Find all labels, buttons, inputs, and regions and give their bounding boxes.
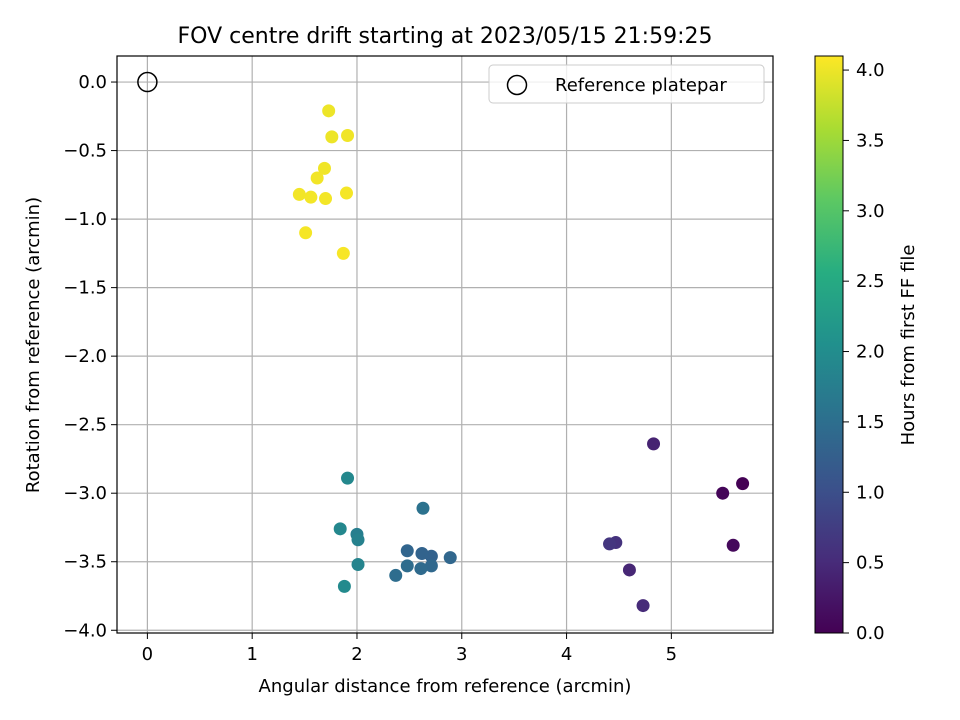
x-tick-label: 0 xyxy=(142,644,153,665)
y-axis-label: Rotation from reference (arcmin) xyxy=(23,197,44,493)
plot-frame xyxy=(116,55,774,634)
chart-title: FOV centre drift starting at 2023/05/15 … xyxy=(178,24,713,49)
y-tick-label: −1.5 xyxy=(63,278,107,299)
data-point xyxy=(322,104,336,118)
x-tick-label: 3 xyxy=(456,644,467,665)
data-point xyxy=(726,538,740,552)
legend: Reference platepar xyxy=(488,64,765,104)
y-tick-label: −2.0 xyxy=(63,346,107,367)
data-point xyxy=(299,226,313,240)
data-point xyxy=(341,128,355,142)
colorbar-tick-label: 4.0 xyxy=(856,60,885,81)
data-point xyxy=(414,562,428,576)
colorbar-tick-label: 1.0 xyxy=(856,482,885,503)
colorbar-tick-label: 0.0 xyxy=(856,623,885,644)
data-point xyxy=(603,537,617,551)
data-point xyxy=(636,599,650,613)
data-point xyxy=(337,579,351,593)
data-point xyxy=(319,192,333,206)
x-tick-label: 5 xyxy=(666,644,677,665)
data-point xyxy=(647,437,661,451)
data-point xyxy=(424,559,438,573)
data-point xyxy=(339,186,353,200)
data-point xyxy=(317,161,331,175)
x-ticks: 0 1 2 3 4 5 xyxy=(142,633,677,665)
grid xyxy=(117,56,773,633)
data-point xyxy=(400,559,414,573)
colorbar-ticks: 0.0 0.5 1.0 1.5 2.0 2.5 3.0 3.5 4.0 xyxy=(843,60,885,644)
colorbar-gradient xyxy=(814,55,844,634)
data-point xyxy=(292,187,306,201)
colorbar-tick-label: 1.5 xyxy=(856,412,885,433)
data-point xyxy=(622,563,636,577)
data-point xyxy=(333,522,347,536)
y-tick-label: −4.0 xyxy=(63,620,107,641)
data-point xyxy=(304,190,318,204)
y-tick-label: −1.0 xyxy=(63,209,107,230)
y-tick-label: 0.0 xyxy=(78,72,107,93)
reference-platepar-marker xyxy=(137,71,158,93)
data-point xyxy=(415,547,429,561)
y-ticks: 0.0 −0.5 −1.0 −1.5 −2.0 −2.5 −3.0 −3.5 −4.0 xyxy=(63,72,117,641)
data-point xyxy=(416,501,430,515)
legend-box xyxy=(488,64,765,104)
colorbar-label: Hours from first FF file xyxy=(898,245,919,446)
x-tick-label: 1 xyxy=(246,644,257,665)
legend-reference-marker xyxy=(506,74,528,96)
y-tick-label: −0.5 xyxy=(63,141,107,162)
legend-entry-reference: Reference platepar xyxy=(555,75,727,96)
y-tick-label: −3.0 xyxy=(63,483,107,504)
data-point xyxy=(336,246,350,260)
colorbar-tick-label: 2.5 xyxy=(856,271,885,292)
data-points xyxy=(292,104,750,613)
y-tick-label: −2.5 xyxy=(63,415,107,436)
data-point xyxy=(310,171,324,185)
colorbar-tick-label: 3.5 xyxy=(856,130,885,151)
data-point xyxy=(389,568,403,582)
x-tick-label: 4 xyxy=(561,644,572,665)
colorbar-tick-label: 3.0 xyxy=(856,201,885,222)
colorbar-tick-label: 0.5 xyxy=(856,553,885,574)
data-point xyxy=(716,486,730,500)
x-axis-label: Angular distance from reference (arcmin) xyxy=(259,676,632,697)
data-point xyxy=(351,533,365,547)
data-point xyxy=(325,130,339,144)
x-tick-label: 2 xyxy=(351,644,362,665)
data-point xyxy=(736,477,750,491)
data-point xyxy=(400,544,414,558)
data-point xyxy=(341,471,355,485)
colorbar: 0.0 0.5 1.0 1.5 2.0 2.5 3.0 3.5 4.0 Hours from f… xyxy=(814,55,919,644)
reference-marker-group xyxy=(137,71,158,93)
colorbar-tick-label: 2.0 xyxy=(856,342,885,363)
data-point xyxy=(443,551,457,565)
data-point xyxy=(351,557,365,571)
y-tick-label: −3.5 xyxy=(63,552,107,573)
